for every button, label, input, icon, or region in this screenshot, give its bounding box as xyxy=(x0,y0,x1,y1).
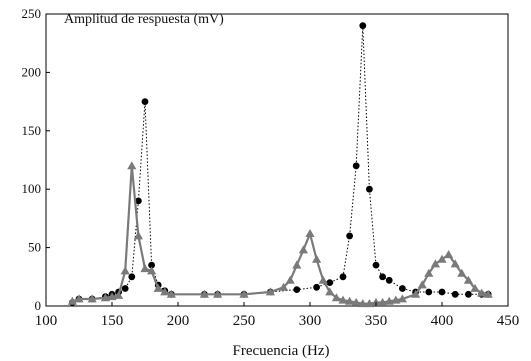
circle-point xyxy=(425,288,433,296)
triangle-point xyxy=(391,295,401,304)
triangle-point xyxy=(424,268,434,277)
x-tick-label: 450 xyxy=(497,313,520,329)
triangle-point xyxy=(338,295,348,304)
triangle-point xyxy=(351,297,361,306)
triangle-point xyxy=(463,275,473,284)
circle-point xyxy=(352,162,360,170)
triangle-point xyxy=(140,264,150,273)
triangle-point xyxy=(430,259,440,268)
circle-point xyxy=(313,283,320,291)
triangle-point xyxy=(265,287,275,296)
x-tick-label: 150 xyxy=(101,313,124,329)
x-tick-label: 350 xyxy=(365,313,388,329)
triangle-point xyxy=(147,266,157,275)
triangle-point xyxy=(345,296,355,305)
triangle-point xyxy=(411,289,421,298)
triangle-point xyxy=(483,289,493,298)
circle-point xyxy=(372,261,380,269)
triangle-point xyxy=(444,250,454,259)
triangle-point xyxy=(298,245,308,254)
axes: 100 150 200 250 300 350 400 450 0 50 100 150 200 250 xyxy=(22,6,520,329)
circle-point xyxy=(379,273,386,281)
triangle-point xyxy=(417,280,427,289)
circle-point xyxy=(326,279,334,287)
circle-point xyxy=(385,276,393,284)
triangle-point xyxy=(87,294,97,303)
circle-point xyxy=(346,232,353,240)
triangle-point xyxy=(325,287,335,296)
triangle-point xyxy=(358,299,368,308)
circle-point xyxy=(451,290,459,298)
chart-title: Amplitud de respuesta (mV) xyxy=(64,12,224,27)
triangle-point xyxy=(331,293,341,302)
circle-point xyxy=(366,185,373,193)
triangle-point xyxy=(67,296,77,305)
circle-point xyxy=(438,288,446,296)
circle-point xyxy=(359,22,367,30)
circle-point xyxy=(293,286,301,294)
circle-point xyxy=(465,290,472,298)
triangle-point xyxy=(470,283,480,292)
triangle-point xyxy=(120,266,130,275)
triangle-point xyxy=(279,282,289,291)
y-tick-label: 200 xyxy=(22,64,42,79)
circle-point xyxy=(339,273,347,281)
triangle-point xyxy=(437,254,447,263)
x-tick-label: 400 xyxy=(431,313,454,329)
series-2-line xyxy=(72,164,489,305)
triangle-point xyxy=(107,292,117,301)
circle-point xyxy=(128,273,136,281)
triangle-point xyxy=(133,231,143,240)
circle-point xyxy=(121,285,129,292)
circle-point xyxy=(399,285,406,292)
triangle-point xyxy=(450,259,460,268)
triangle-point xyxy=(127,161,137,170)
triangle-point xyxy=(371,297,381,306)
triangle-point xyxy=(364,299,374,308)
plot-area xyxy=(45,13,509,307)
triangle-point xyxy=(318,275,328,284)
y-tick-label: 0 xyxy=(35,298,42,313)
triangle-point xyxy=(199,289,209,298)
y-tick-label: 250 xyxy=(22,6,42,21)
x-tick-label: 200 xyxy=(167,313,190,329)
y-tick-label: 100 xyxy=(22,181,42,196)
triangle-point xyxy=(74,294,84,303)
triangle-point xyxy=(378,297,388,306)
x-tick-label: 100 xyxy=(35,313,58,329)
triangle-point xyxy=(292,260,302,269)
y-tick-label: 50 xyxy=(28,240,41,255)
triangle-point xyxy=(397,294,407,303)
triangle-point xyxy=(477,288,487,297)
triangle-point xyxy=(239,289,249,298)
triangle-point xyxy=(457,268,467,277)
triangle-point xyxy=(160,287,170,296)
triangle-point xyxy=(153,283,163,292)
series-layer xyxy=(67,22,493,308)
triangle-point xyxy=(100,293,110,302)
y-tick-label: 150 xyxy=(22,123,42,138)
plot-frame xyxy=(45,13,509,307)
x-tick-label: 250 xyxy=(233,313,256,329)
triangle-point xyxy=(312,254,322,263)
triangle-point xyxy=(166,289,176,298)
circle-point xyxy=(148,261,156,269)
triangle-point xyxy=(114,290,124,299)
x-axis-label: Frecuencia (Hz) xyxy=(232,343,329,359)
circle-point xyxy=(141,98,149,105)
series-2 xyxy=(67,161,493,308)
triangle-point xyxy=(213,289,223,298)
series-1-line xyxy=(72,25,489,303)
triangle-point xyxy=(384,296,394,305)
triangle-point xyxy=(285,275,295,284)
x-tick-label: 300 xyxy=(299,313,322,329)
circle-point xyxy=(135,197,142,205)
triangle-point xyxy=(305,229,315,237)
